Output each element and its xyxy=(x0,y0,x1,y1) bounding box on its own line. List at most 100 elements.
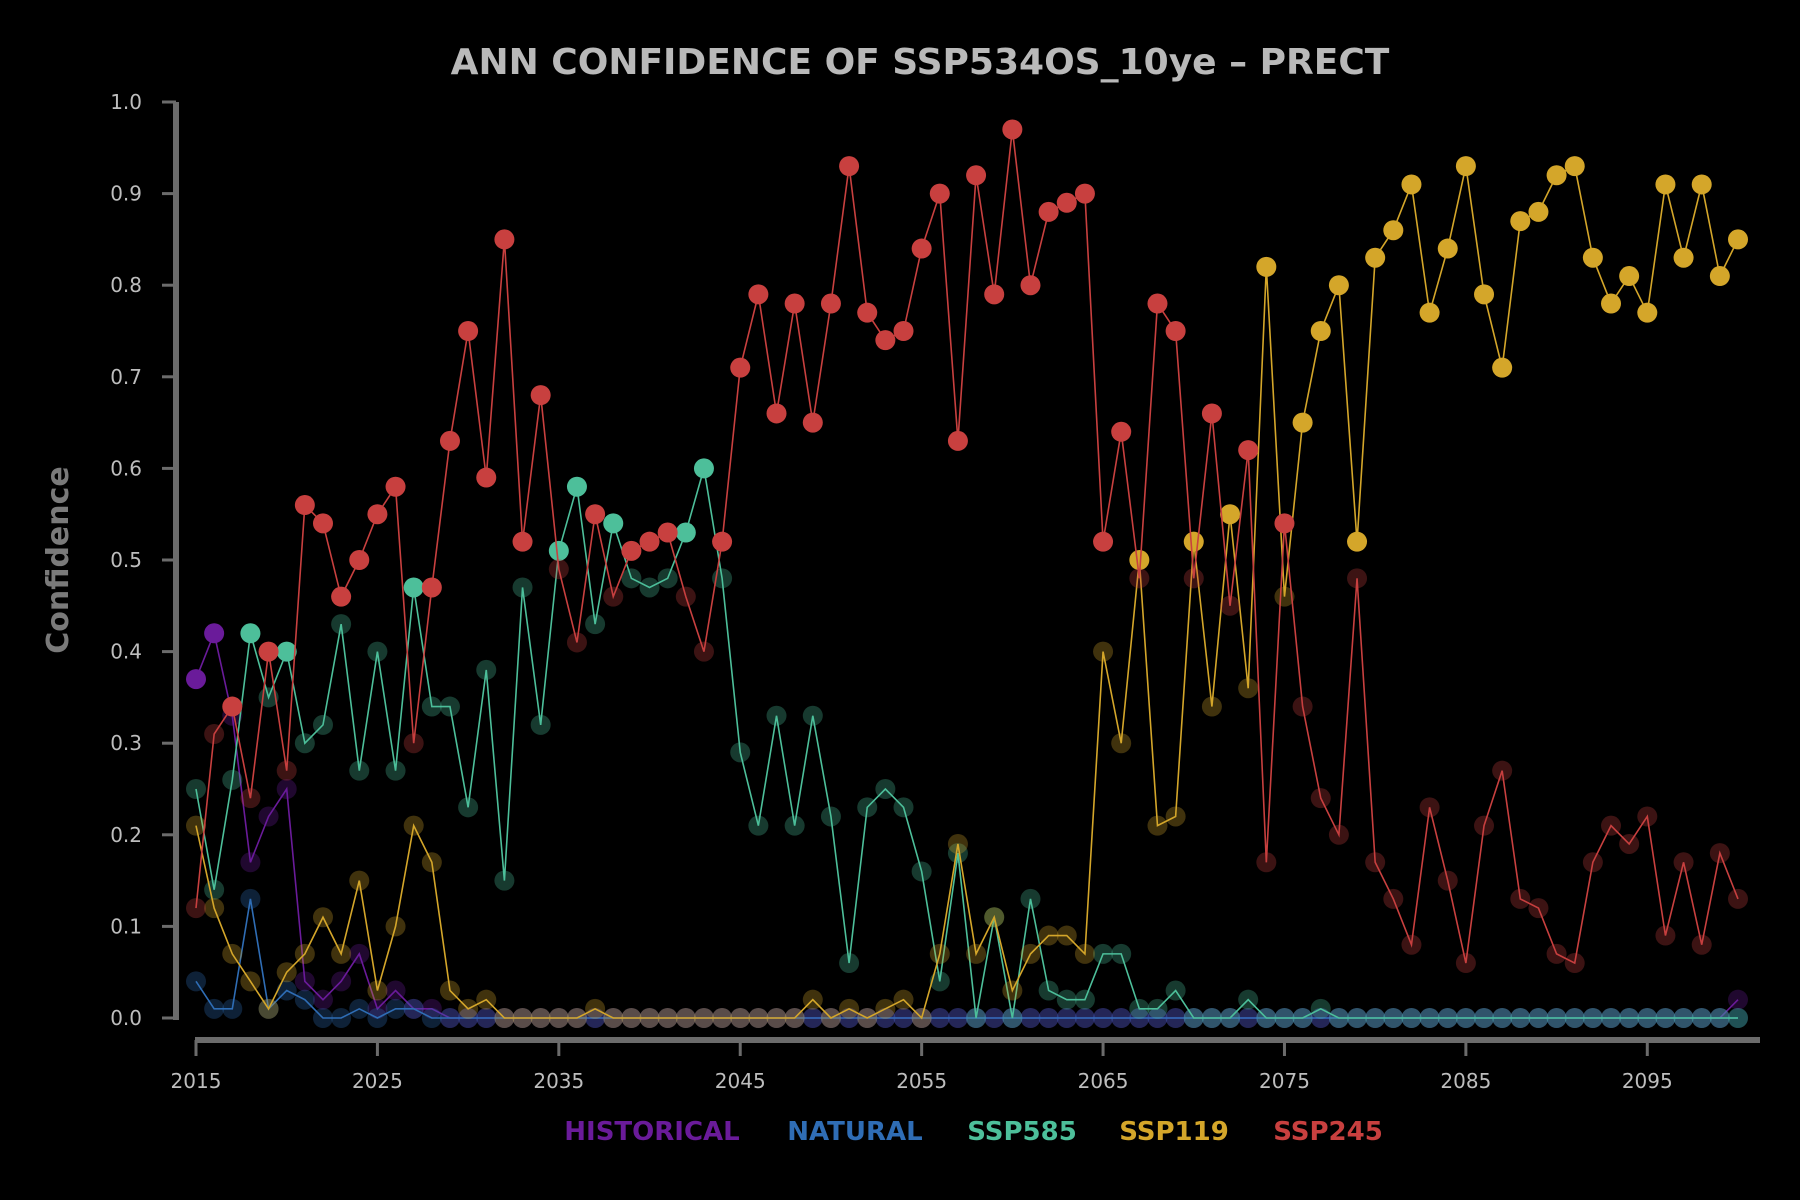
data-point xyxy=(1673,247,1694,268)
data-point xyxy=(929,971,950,992)
data-point xyxy=(1165,980,1186,1001)
data-point xyxy=(1419,1008,1440,1028)
data-point xyxy=(1691,174,1712,195)
data-point xyxy=(476,659,497,680)
data-point xyxy=(1038,980,1059,1001)
data-point xyxy=(802,1008,823,1028)
data-point xyxy=(367,641,388,662)
data-point xyxy=(929,943,950,964)
data-point xyxy=(1093,943,1114,964)
data-point xyxy=(222,998,243,1019)
data-point xyxy=(1328,1008,1349,1028)
data-point xyxy=(1201,1008,1222,1028)
data-point xyxy=(893,989,914,1010)
data-point xyxy=(186,971,206,992)
data-point xyxy=(1510,211,1531,232)
data-point xyxy=(1129,550,1150,570)
data-point xyxy=(1601,815,1622,836)
data-point xyxy=(984,1008,1005,1028)
data-point xyxy=(675,586,696,607)
data-point xyxy=(1274,1008,1295,1028)
data-point xyxy=(204,724,225,745)
y-tick-label: 0.9 xyxy=(110,182,142,206)
data-point xyxy=(1038,925,1059,946)
data-point xyxy=(421,577,442,598)
data-point xyxy=(1510,888,1531,909)
data-point xyxy=(367,980,388,1001)
data-point xyxy=(984,284,1005,305)
data-point xyxy=(857,302,878,323)
data-point xyxy=(1292,696,1313,717)
data-point xyxy=(240,788,261,809)
data-point xyxy=(1492,1008,1513,1028)
data-point xyxy=(947,1008,968,1028)
data-point xyxy=(820,806,841,827)
data-point xyxy=(1256,1008,1277,1028)
data-point xyxy=(276,779,297,799)
data-point xyxy=(512,1008,533,1028)
data-point xyxy=(1582,247,1603,268)
data-point xyxy=(1238,1008,1259,1028)
data-point xyxy=(1074,943,1095,964)
y-tick-label: 0.1 xyxy=(110,914,142,938)
data-point xyxy=(621,1008,642,1028)
data-point xyxy=(1365,1008,1386,1028)
data-point xyxy=(603,1008,624,1028)
data-point xyxy=(385,998,406,1019)
data-point xyxy=(1310,998,1331,1019)
data-point xyxy=(458,1008,479,1028)
data-point xyxy=(675,1008,696,1028)
data-point xyxy=(1038,1008,1059,1028)
data-point xyxy=(1455,953,1476,974)
data-point xyxy=(929,183,950,204)
data-point xyxy=(548,540,569,561)
data-point xyxy=(1601,1008,1622,1028)
data-point xyxy=(1292,1008,1313,1028)
data-point xyxy=(1020,943,1041,964)
data-point xyxy=(1419,797,1440,818)
data-point xyxy=(240,888,261,909)
data-point xyxy=(1691,1008,1712,1028)
data-point xyxy=(1220,504,1241,525)
legend-ssp119: SSP119 xyxy=(1119,1117,1229,1147)
data-point xyxy=(875,330,896,351)
y-tick-label: 0.3 xyxy=(110,731,142,755)
data-point xyxy=(258,641,279,662)
data-point xyxy=(820,1008,841,1028)
data-point xyxy=(966,943,987,964)
data-point xyxy=(1310,1008,1331,1028)
data-point xyxy=(312,714,333,735)
data-point xyxy=(204,879,225,900)
data-point xyxy=(766,705,787,726)
data-point xyxy=(1147,815,1168,836)
data-point xyxy=(1147,293,1168,314)
data-point xyxy=(1455,1008,1476,1028)
data-point xyxy=(512,531,533,552)
data-point xyxy=(1492,760,1513,781)
data-point xyxy=(312,989,333,1010)
data-point xyxy=(548,559,569,580)
data-point xyxy=(802,989,823,1010)
data-point xyxy=(1183,531,1204,552)
data-point xyxy=(1619,266,1640,287)
data-point xyxy=(1183,1008,1204,1028)
data-point xyxy=(1129,568,1150,589)
data-point xyxy=(1056,1008,1077,1028)
data-point xyxy=(857,797,878,818)
data-point xyxy=(403,815,424,836)
data-point xyxy=(621,540,642,561)
data-point xyxy=(857,1008,878,1028)
data-point xyxy=(820,293,841,314)
data-point xyxy=(439,696,460,717)
data-point xyxy=(1074,989,1095,1010)
data-point xyxy=(1474,815,1495,836)
series-line xyxy=(195,468,1738,1019)
data-point xyxy=(494,870,515,891)
data-point xyxy=(1619,1008,1640,1028)
data-point xyxy=(1637,1008,1658,1028)
data-point xyxy=(1546,943,1567,964)
data-point xyxy=(1274,586,1295,607)
data-point xyxy=(1111,943,1132,964)
data-point xyxy=(1238,989,1259,1010)
data-point xyxy=(1201,403,1222,424)
